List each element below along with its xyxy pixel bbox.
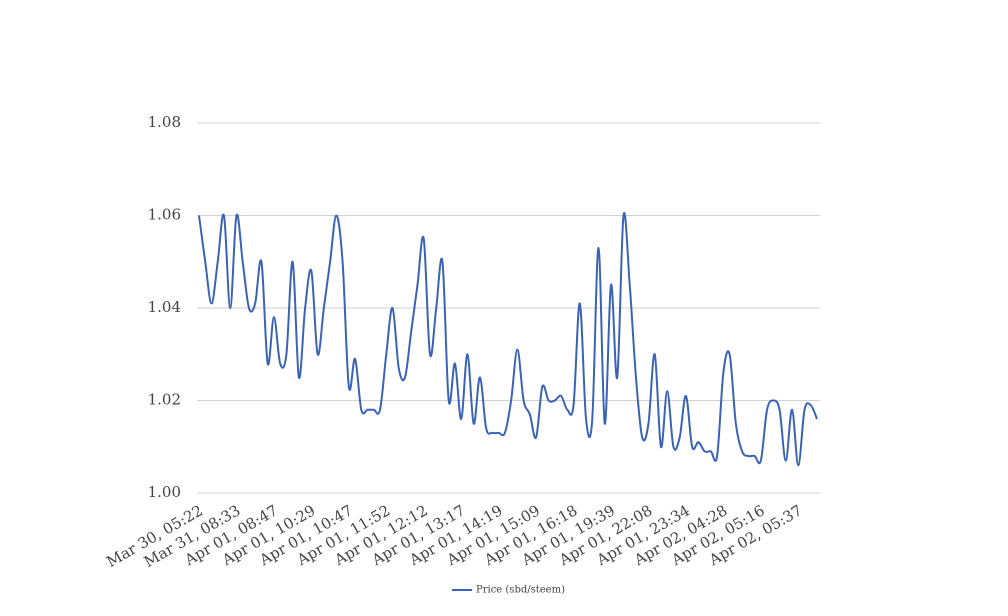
y-tick-label: 1.00	[148, 483, 181, 501]
y-tick-label: 1.04	[148, 298, 181, 316]
price-line	[198, 212, 818, 467]
legend-label: Price (sbd/steem)	[476, 585, 565, 596]
y-tick-label: 1.08	[148, 113, 181, 131]
y-tick-label: 1.02	[148, 391, 181, 409]
y-tick-label: 1.06	[148, 206, 181, 224]
